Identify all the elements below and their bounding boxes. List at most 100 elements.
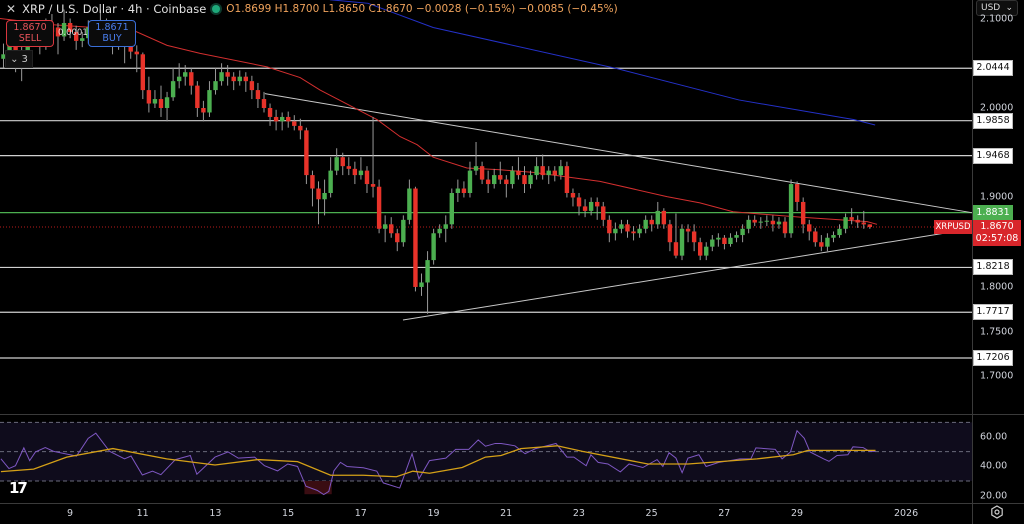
candle-up (455, 188, 461, 193)
time-tick-label: 17 (354, 508, 367, 519)
time-tick-label: 27 (718, 508, 731, 519)
candle-up (788, 184, 794, 234)
level-price-label: 1.9468 (973, 147, 1013, 164)
currency-label: USD (981, 3, 1001, 13)
candle-down (661, 210, 667, 225)
candle-down (146, 90, 152, 104)
price-tick-label: 1.7000 (980, 370, 1014, 382)
buy-button[interactable]: 1.8671 BUY (88, 20, 136, 47)
candle-down (370, 184, 376, 187)
price-tick-label: 2.1000 (980, 13, 1014, 25)
candle-down (782, 221, 788, 234)
candle-down (140, 54, 146, 91)
trendline (402, 228, 972, 321)
candle-down (485, 179, 491, 185)
candle-up (237, 76, 242, 82)
candle-up (358, 170, 364, 176)
current-price-label: 1.8670 02:57:08 (973, 219, 1021, 246)
candle-down (697, 242, 703, 256)
time-axis-divider (0, 503, 1024, 504)
level-price-label: 1.9858 (973, 112, 1013, 129)
candle-down (770, 220, 776, 225)
candle-up (207, 90, 212, 113)
currency-dropdown[interactable]: USD ⌄ (976, 0, 1018, 16)
candle-up (831, 235, 836, 238)
candle-up (443, 224, 448, 229)
candle-up (704, 246, 709, 256)
spread-value: 0.0001 (58, 28, 88, 38)
level-price-label: 1.7206 (973, 349, 1013, 366)
candle-up (7, 45, 12, 55)
candle-up (734, 235, 739, 238)
buy-price: 1.8671 (95, 22, 129, 33)
settings-gear-icon[interactable] (990, 505, 1004, 519)
candle-down (649, 219, 654, 225)
candle-down (570, 192, 576, 198)
candle-down (849, 217, 854, 220)
level-price-label: 1.8218 (973, 259, 1013, 276)
candle-down (722, 237, 727, 244)
candle-up (170, 81, 176, 98)
symbol-price-tag: XRPUSD (934, 219, 972, 234)
candle-up (431, 233, 436, 261)
time-tick-label: 23 (572, 508, 585, 519)
candle-up (825, 237, 830, 247)
candle-up (655, 210, 660, 225)
candle-down (552, 170, 557, 176)
candle-up (776, 221, 782, 225)
candle-down (273, 116, 279, 122)
rsi-ma-line (0, 445, 876, 478)
candle-down (201, 107, 206, 113)
candle-up (528, 175, 533, 185)
candle-down (134, 51, 139, 55)
candle-down (413, 188, 418, 287)
pane-divider[interactable] (0, 414, 1024, 415)
sell-button[interactable]: 1.8670 SELL (6, 20, 54, 47)
candle-down (225, 72, 230, 77)
price-tick-label: 1.7500 (980, 326, 1014, 338)
candle-down (540, 166, 545, 176)
time-tick-label: 25 (645, 508, 658, 519)
rsi-chart[interactable] (0, 415, 972, 503)
moving-average-slow-line (329, 0, 876, 126)
level-price-label: 1.7717 (973, 304, 1013, 321)
candle-down (794, 184, 800, 202)
collapse-indicators-button[interactable]: ⌄ 3 (5, 50, 33, 68)
candle-up (334, 157, 339, 171)
candle-up (152, 99, 158, 104)
candle-up (213, 81, 218, 91)
candle-down (243, 76, 249, 82)
candle-down (461, 188, 467, 193)
candle-down (389, 224, 394, 234)
candle-up (546, 170, 551, 176)
price-chart[interactable] (0, 0, 972, 414)
candle-up (1, 54, 6, 59)
candle-down (504, 179, 509, 185)
time-tick-label: 19 (427, 508, 440, 519)
rsi-tick-label: 20.00 (980, 490, 1008, 502)
chevron-down-icon: ⌄ (10, 53, 19, 65)
candle-up (492, 175, 497, 185)
candle-up (473, 166, 479, 171)
candle-up (80, 38, 85, 41)
tradingview-logo[interactable]: 17 (9, 479, 28, 497)
candle-down (304, 130, 309, 176)
chevron-down-icon: ⌄ (1005, 3, 1013, 13)
candle-down (607, 219, 612, 234)
candle-down (516, 170, 521, 176)
candle-down (479, 166, 485, 180)
sell-price: 1.8670 (13, 22, 47, 33)
candle-down (867, 224, 873, 227)
symbol-title[interactable]: XRP / U.S. Dollar · 4h · Coinbase (22, 2, 207, 16)
candle-down (576, 197, 582, 207)
candle-up (619, 224, 624, 229)
candle-down (813, 231, 818, 243)
close-icon[interactable]: ✕ (6, 2, 17, 16)
buy-label: BUY (102, 33, 122, 44)
candle-down (685, 228, 691, 232)
candle-up (764, 220, 770, 222)
candle-up (534, 166, 539, 176)
candle-down (346, 166, 352, 169)
rsi-tick-label: 40.00 (980, 460, 1008, 472)
level-price-label: 2.0444 (973, 60, 1013, 77)
